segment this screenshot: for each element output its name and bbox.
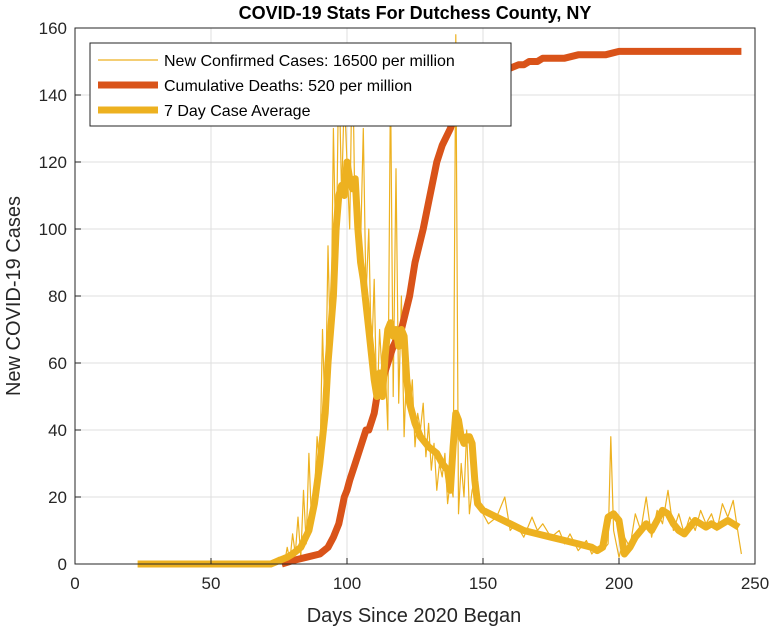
x-tick-label: 100 [333, 574, 361, 593]
y-tick-label: 20 [48, 488, 67, 507]
series-cumulative-deaths [280, 47, 742, 568]
y-tick-label: 60 [48, 354, 67, 373]
x-tick-label: 50 [202, 574, 221, 593]
series-7-day-average [137, 158, 741, 568]
x-tick-label: 250 [741, 574, 769, 593]
y-tick-label: 160 [39, 19, 67, 38]
legend-box [89, 42, 512, 127]
y-axis-label: New COVID-19 Cases [3, 196, 25, 396]
y-tick-label: 100 [39, 220, 67, 239]
y-tick-label: 40 [48, 421, 67, 440]
x-tick-label: 150 [469, 574, 497, 593]
ticks: 0 50 100 150 200 250 0 20 40 60 80 100 120 140 160 [39, 19, 770, 593]
y-tick-label: 140 [39, 86, 67, 105]
y-tick-label: 120 [39, 153, 67, 172]
legend-label-cumulative-deaths: Cumulative Deaths: 520 per million [164, 78, 412, 95]
legend-label-7-day-average: 7 Day Case Average [164, 103, 311, 120]
legend: New Confirmed Cases: 16500 per million C… [89, 42, 512, 127]
y-tick-label: 0 [58, 555, 67, 574]
series-layer [137, 34, 742, 568]
x-axis-label: Days Since 2020 Began [307, 605, 522, 627]
y-tick-label: 80 [48, 287, 67, 306]
chart-title: COVID-19 Stats For Dutchess County, NY [239, 3, 592, 23]
x-tick-label: 200 [605, 574, 633, 593]
x-tick-label: 0 [70, 574, 79, 593]
legend-label-new-cases: New Confirmed Cases: 16500 per million [164, 53, 455, 70]
series-new-confirmed-cases [137, 34, 742, 565]
